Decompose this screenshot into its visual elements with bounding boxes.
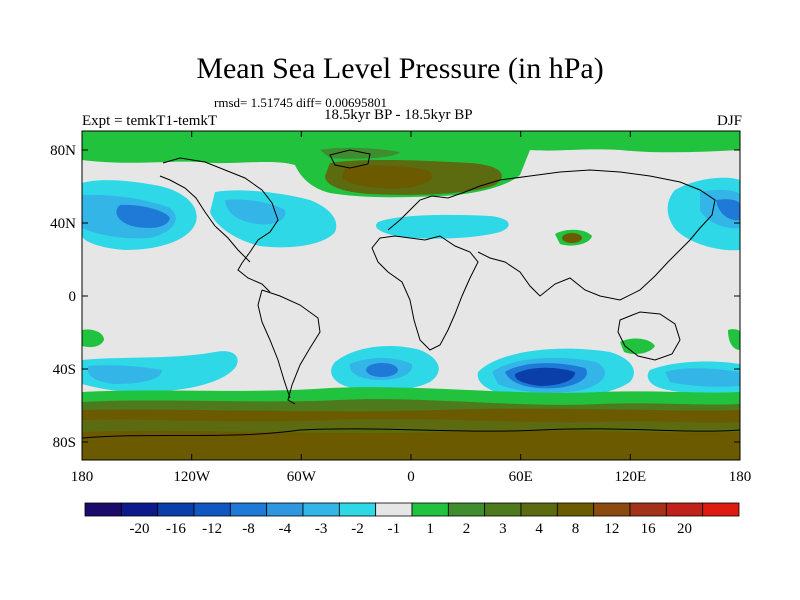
- colorbar-swatch: [375, 502, 413, 517]
- antarctic-positive-core: [82, 430, 740, 460]
- colorbar-swatch: [302, 502, 340, 517]
- south-america-west-coast: [257, 289, 291, 399]
- australia-positive: [620, 338, 655, 354]
- colorbar-swatch: [447, 502, 486, 517]
- nw-pacific-low-core: [716, 199, 740, 221]
- colorbar-label: 3: [499, 521, 507, 537]
- lon-label: 180: [71, 469, 94, 485]
- south-america-east-coast: [261, 289, 321, 405]
- colorbar-swatch: [229, 502, 268, 517]
- colorbar-swatch: [556, 502, 595, 517]
- stats-subtitle: rmsd= 1.51745 diff= 0.00695801: [214, 95, 387, 110]
- north-america-west-coast: [159, 175, 251, 263]
- lon-label: 120W: [173, 469, 211, 485]
- colorbar-label: 4: [535, 521, 543, 537]
- colorbar-swatch: [411, 502, 449, 517]
- lon-label: 60E: [509, 469, 533, 485]
- lon-label: 0: [407, 469, 415, 485]
- colorbar-swatch: [266, 502, 304, 517]
- lat-label: 80N: [50, 143, 76, 159]
- tibet-positive-core: [562, 233, 582, 243]
- antarctica-coast: [82, 428, 740, 439]
- colorbar-swatch: [193, 502, 231, 517]
- mediterranean-low: [375, 214, 509, 239]
- greenland-coast: [329, 149, 371, 169]
- lon-label: 180: [729, 469, 752, 485]
- tick-marks: [81, 131, 741, 460]
- colorbar-label: 1: [426, 521, 434, 537]
- colorbar-swatch: [84, 502, 122, 517]
- eurasia-coast: [387, 169, 716, 301]
- pressure-field: [82, 131, 740, 460]
- lat-label: 40N: [50, 216, 76, 232]
- colorbar: [84, 502, 740, 517]
- coastlines: [82, 149, 740, 439]
- colorbar-label: -1: [388, 521, 401, 537]
- colorbar-swatch: [702, 502, 740, 517]
- lat-label: 40S: [53, 362, 76, 378]
- experiment-label: Expt = temkT1-temkT: [82, 113, 218, 129]
- colorbar-swatch: [484, 502, 522, 517]
- map-title: Mean Sea Level Pressure (in hPa): [196, 52, 604, 85]
- colorbar-labels: -20 -16 -12 -8 -4 -3 -2 -1 1 2 3 4 8 12 16 20: [130, 521, 693, 537]
- colorbar-label: -8: [242, 521, 255, 537]
- colorbar-swatch: [338, 502, 377, 517]
- lat-label: 80S: [53, 435, 76, 451]
- colorbar-label: -20: [130, 521, 150, 537]
- north-pacific-low-core: [116, 204, 170, 228]
- colorbar-label: 2: [463, 521, 471, 537]
- north-atlantic-low-core: [225, 199, 286, 225]
- south-pacific-positive: [82, 329, 104, 348]
- colorbar-swatch: [629, 502, 667, 517]
- lat-label: 0: [69, 289, 77, 305]
- africa-coast: [371, 235, 479, 351]
- europe-positive-peak: [342, 165, 433, 189]
- south-pacific-low-2: [87, 365, 162, 384]
- colorbar-swatch: [665, 502, 704, 517]
- north-america-coast: [162, 157, 279, 293]
- lon-label: 60W: [287, 469, 317, 485]
- south-atlantic-low-core: [366, 363, 398, 377]
- colorbar-label: -4: [279, 521, 292, 537]
- australia-coast: [617, 311, 681, 361]
- colorbar-label: 20: [677, 521, 692, 537]
- colorbar-label: -12: [202, 521, 222, 537]
- colorbar-label: -2: [351, 521, 364, 537]
- colorbar-swatch: [520, 502, 558, 517]
- indian-ocean-low-core: [514, 367, 576, 386]
- colorbar-swatch: [593, 502, 631, 517]
- lon-label: 120E: [614, 469, 646, 485]
- period-subtitle: 18.5kyr BP - 18.5kyr BP: [324, 107, 473, 123]
- arctic-mid-patch: [320, 147, 400, 159]
- season-label: DJF: [716, 113, 742, 129]
- colorbar-label: 8: [572, 521, 580, 537]
- colorbar-label: 12: [604, 521, 619, 537]
- colorbar-label: -16: [166, 521, 186, 537]
- colorbar-label: 16: [641, 521, 657, 537]
- se-pacific-positive: [728, 329, 740, 350]
- colorbar-swatch: [157, 502, 195, 517]
- colorbar-label: -3: [315, 521, 328, 537]
- colorbar-swatch: [120, 502, 159, 517]
- south-east-pacific-low-2: [665, 368, 740, 387]
